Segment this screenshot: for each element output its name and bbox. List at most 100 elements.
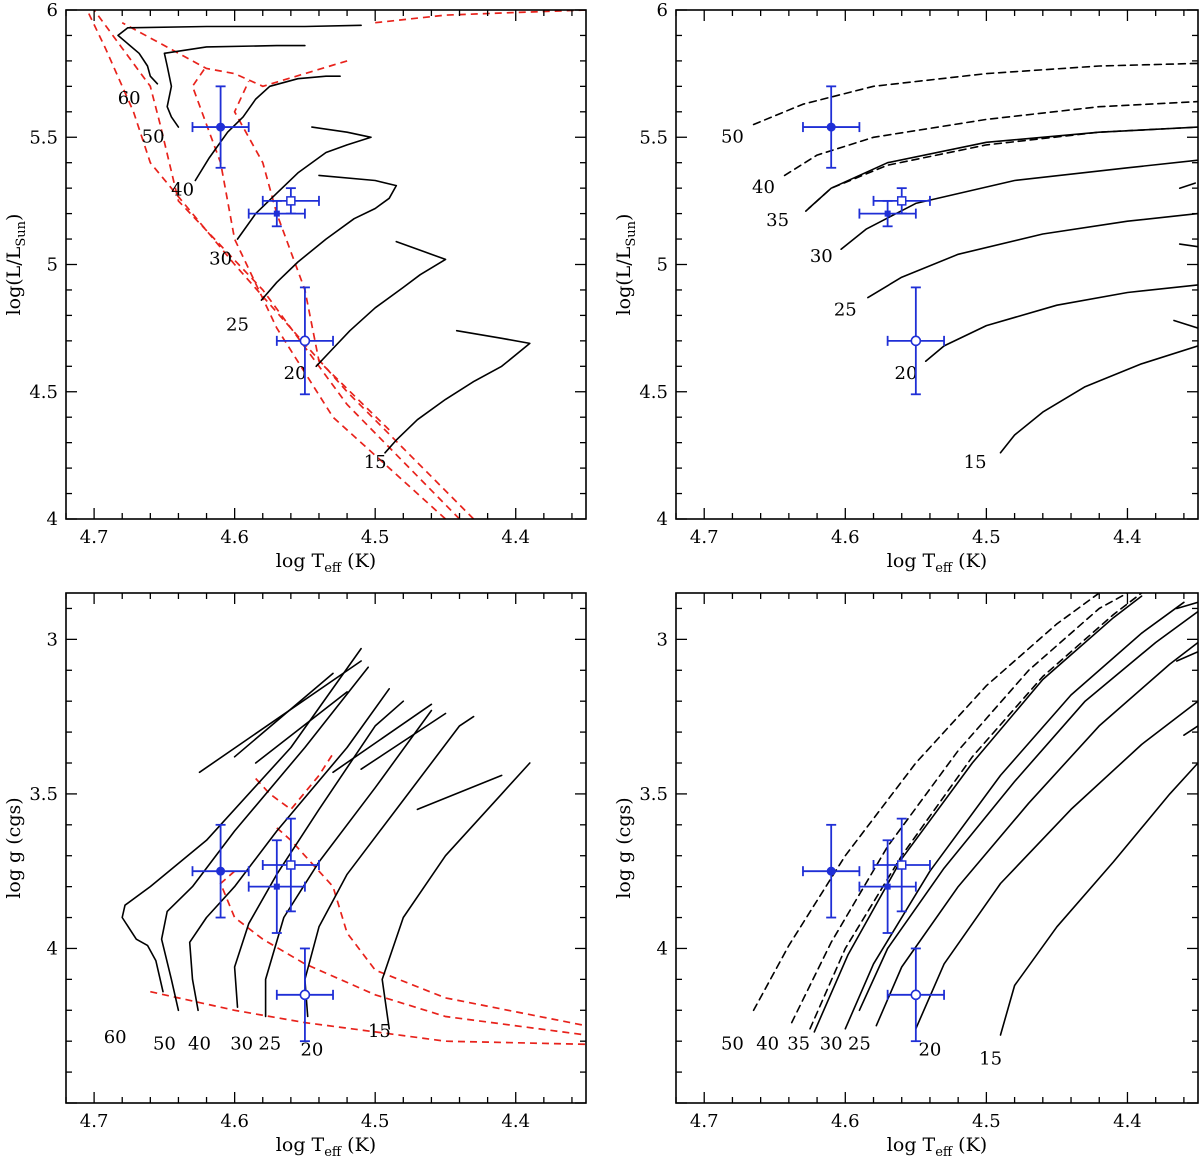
isochrone-line bbox=[375, 10, 586, 24]
x-tick-label: 4.7 bbox=[80, 1111, 109, 1132]
star-point bbox=[275, 947, 334, 1043]
plot-area bbox=[752, 62, 1198, 454]
track-mass-label: 60 bbox=[104, 1027, 127, 1048]
track-mass-label: 30 bbox=[820, 1033, 843, 1054]
x-axis-label-main: log T bbox=[887, 1134, 936, 1156]
star-point bbox=[872, 817, 931, 913]
track-mass-label: 40 bbox=[188, 1033, 211, 1054]
track-segment bbox=[254, 691, 348, 764]
star-point bbox=[802, 85, 861, 169]
y-axis-label: log g (cgs) bbox=[3, 797, 25, 898]
track-mass-label: 25 bbox=[258, 1033, 281, 1054]
track-mass-label: 15 bbox=[368, 1021, 391, 1042]
evolutionary-track bbox=[163, 44, 306, 128]
x-tick-label: 4.5 bbox=[972, 527, 1001, 548]
isochrone-line bbox=[255, 753, 334, 811]
star-marker-filled-square bbox=[273, 210, 280, 217]
evolutionary-track bbox=[304, 715, 475, 1018]
x-tick-label: 4.4 bbox=[1113, 1111, 1142, 1132]
y-tick-label: 5 bbox=[657, 255, 668, 276]
evolutionary-track-dashed bbox=[752, 593, 1100, 1012]
x-axis-label-sub: eff bbox=[324, 1145, 343, 1160]
y-tick-label: 3.5 bbox=[639, 784, 668, 805]
x-axis-label-unit: (K) bbox=[952, 550, 987, 572]
y-tick-label: 4.5 bbox=[639, 382, 668, 403]
x-axis-label: log Teff (K) bbox=[887, 1134, 987, 1160]
track-segment bbox=[360, 712, 447, 770]
evolutionary-track bbox=[381, 762, 531, 1030]
track-segment bbox=[198, 660, 362, 774]
plot-frame bbox=[675, 592, 1199, 1104]
x-axis-label: log Teff (K) bbox=[276, 550, 376, 576]
track-segment bbox=[1176, 650, 1198, 662]
track-mass-label: 35 bbox=[787, 1033, 810, 1054]
track-mass-label: 15 bbox=[364, 452, 387, 473]
x-axis-label: log Teff (K) bbox=[887, 550, 987, 576]
y-axis-label-sub: Sun bbox=[624, 220, 639, 246]
track-segment bbox=[1173, 319, 1198, 329]
y-tick-label: 5.5 bbox=[639, 127, 668, 148]
star-marker-open-square bbox=[286, 860, 296, 870]
x-axis-label-unit: (K) bbox=[952, 1134, 987, 1156]
evolutionary-track-dashed bbox=[783, 100, 1198, 177]
star-point bbox=[191, 823, 250, 919]
y-tick-label: 4 bbox=[47, 938, 58, 959]
track-mass-label: 15 bbox=[964, 452, 987, 473]
track-mass-label: 25 bbox=[226, 315, 249, 336]
y-axis-label-main: log(L/L bbox=[613, 246, 635, 315]
evolutionary-track-dashed bbox=[809, 593, 1143, 1030]
x-tick-label: 4.4 bbox=[501, 527, 530, 548]
plot-area bbox=[86, 10, 586, 519]
x-tick-label: 4.7 bbox=[690, 1111, 719, 1132]
track-mass-label: 35 bbox=[766, 210, 789, 231]
star-marker-open-circle bbox=[299, 335, 311, 347]
track-mass-label: 50 bbox=[721, 126, 744, 147]
evolutionary-track bbox=[260, 174, 398, 301]
star-marker-open-circle bbox=[910, 989, 922, 1001]
track-mass-label: 50 bbox=[153, 1033, 176, 1054]
panel-hrd-nonrotating: 50 40 35 30 25 20 15 4.7 4.6 4.5 4.4 4 4.5 5 5.5 6 log T… bbox=[613, 0, 1199, 576]
isochrone-line bbox=[219, 870, 586, 1036]
evolutionary-track bbox=[117, 24, 362, 85]
star-point bbox=[247, 199, 306, 228]
track-segment bbox=[1183, 725, 1198, 736]
star-marker-filled-square bbox=[884, 210, 891, 217]
x-tick-label: 4.6 bbox=[220, 1111, 249, 1132]
evolutionary-track bbox=[924, 284, 1198, 362]
star-marker-filled-square bbox=[884, 883, 891, 890]
x-tick-label: 4.7 bbox=[80, 527, 109, 548]
isochrone-line bbox=[93, 10, 461, 519]
track-mass-label: 30 bbox=[209, 248, 232, 269]
evolutionary-track bbox=[121, 647, 362, 993]
track-mass-label: 20 bbox=[918, 1040, 941, 1061]
x-tick-label: 4.5 bbox=[361, 1111, 390, 1132]
star-marker-filled-circle bbox=[216, 122, 226, 132]
isochrone-line bbox=[86, 10, 475, 519]
y-axis-label-end: ) bbox=[613, 214, 635, 221]
y-axis-label: log(L/LSun) bbox=[613, 214, 639, 316]
star-point bbox=[886, 947, 945, 1043]
panel-kiel-nonrotating: 50 40 35 30 25 20 15 4.7 4.6 4.5 4.4 3 3.5 4 log Teff … bbox=[613, 592, 1199, 1160]
isochrone-line bbox=[150, 990, 586, 1046]
y-tick-label: 3 bbox=[657, 629, 668, 650]
star-marker-open-square bbox=[896, 196, 907, 206]
x-tick-label: 4.4 bbox=[1113, 527, 1142, 548]
star-marker-filled-square bbox=[273, 883, 280, 890]
star-marker-open-circle bbox=[910, 335, 922, 347]
x-axis-label-sub: eff bbox=[935, 1145, 954, 1160]
track-mass-label: 50 bbox=[721, 1033, 744, 1054]
y-axis-label-end: ) bbox=[3, 214, 25, 221]
star-point bbox=[261, 817, 320, 913]
y-axis-label-sub: Sun bbox=[14, 220, 29, 246]
evolutionary-track bbox=[264, 709, 433, 1018]
x-tick-label: 4.4 bbox=[501, 1111, 530, 1132]
track-segment bbox=[1176, 601, 1198, 610]
x-tick-label: 4.5 bbox=[972, 1111, 1001, 1132]
x-axis-label-main: log T bbox=[887, 550, 936, 572]
evolutionary-track bbox=[194, 75, 341, 182]
track-mass-label: 40 bbox=[171, 180, 194, 201]
x-axis-label: log Teff (K) bbox=[276, 1134, 376, 1160]
x-tick-label: 4.7 bbox=[690, 527, 719, 548]
track-segment bbox=[1178, 182, 1196, 189]
